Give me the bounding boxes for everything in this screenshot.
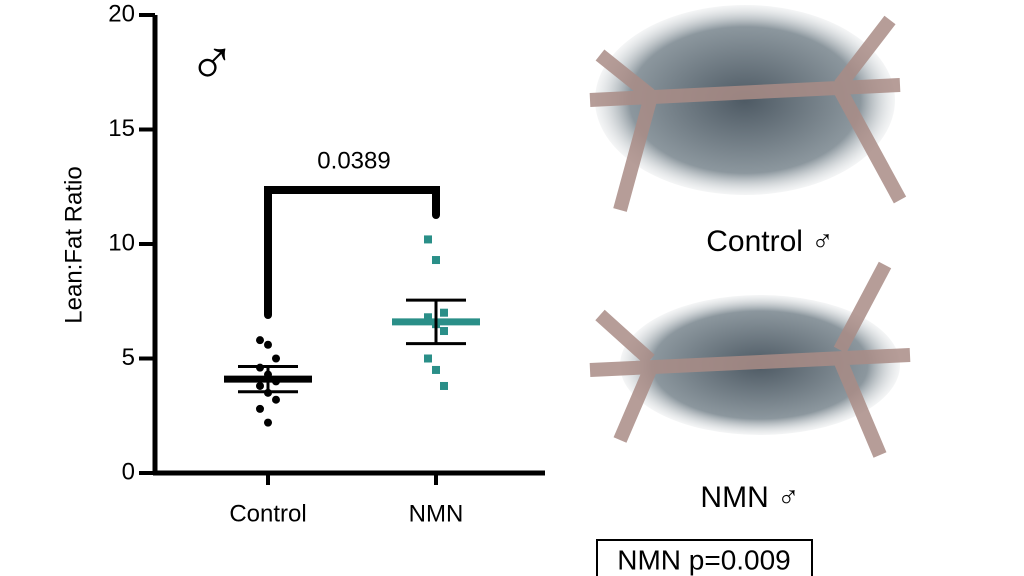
error-bar: [406, 298, 466, 346]
y-tick-label: 15: [108, 115, 135, 142]
data-point: [256, 381, 264, 390]
y-tick-label: 0: [122, 458, 135, 485]
bracket: [264, 186, 440, 319]
image-label: NMN ♂: [700, 481, 799, 514]
y-tick-label: 5: [122, 344, 135, 371]
data-point: [272, 395, 280, 404]
y-axis-label: Lean:Fat Ratio: [60, 166, 87, 323]
y-tick-label: 10: [108, 229, 135, 256]
image-label: Control ♂: [706, 225, 834, 258]
data-point: [264, 418, 272, 427]
error-bar: [238, 365, 298, 394]
annotation: 0.0389: [317, 147, 390, 174]
control-image: [587, 5, 912, 222]
caption: NMN p=0.009: [617, 544, 791, 575]
data-point: [424, 313, 432, 322]
data-point: [256, 404, 264, 413]
data-point: [264, 340, 272, 349]
data-point: [424, 235, 432, 244]
data-point: [440, 327, 448, 336]
caption-box: [596, 539, 813, 576]
sex-symbol: ♂: [188, 24, 236, 96]
y-tick-label: 20: [108, 0, 135, 27]
data-point: [440, 308, 448, 317]
data-point: [432, 256, 440, 265]
data-point: [256, 336, 264, 345]
x-tick-label: NMN: [409, 500, 464, 527]
data-point: [272, 354, 280, 363]
data-point: [424, 354, 432, 363]
data-point: [440, 381, 448, 390]
nmn-image: [587, 261, 912, 470]
data-point: [432, 365, 440, 374]
x-tick-label: Control: [229, 500, 306, 527]
